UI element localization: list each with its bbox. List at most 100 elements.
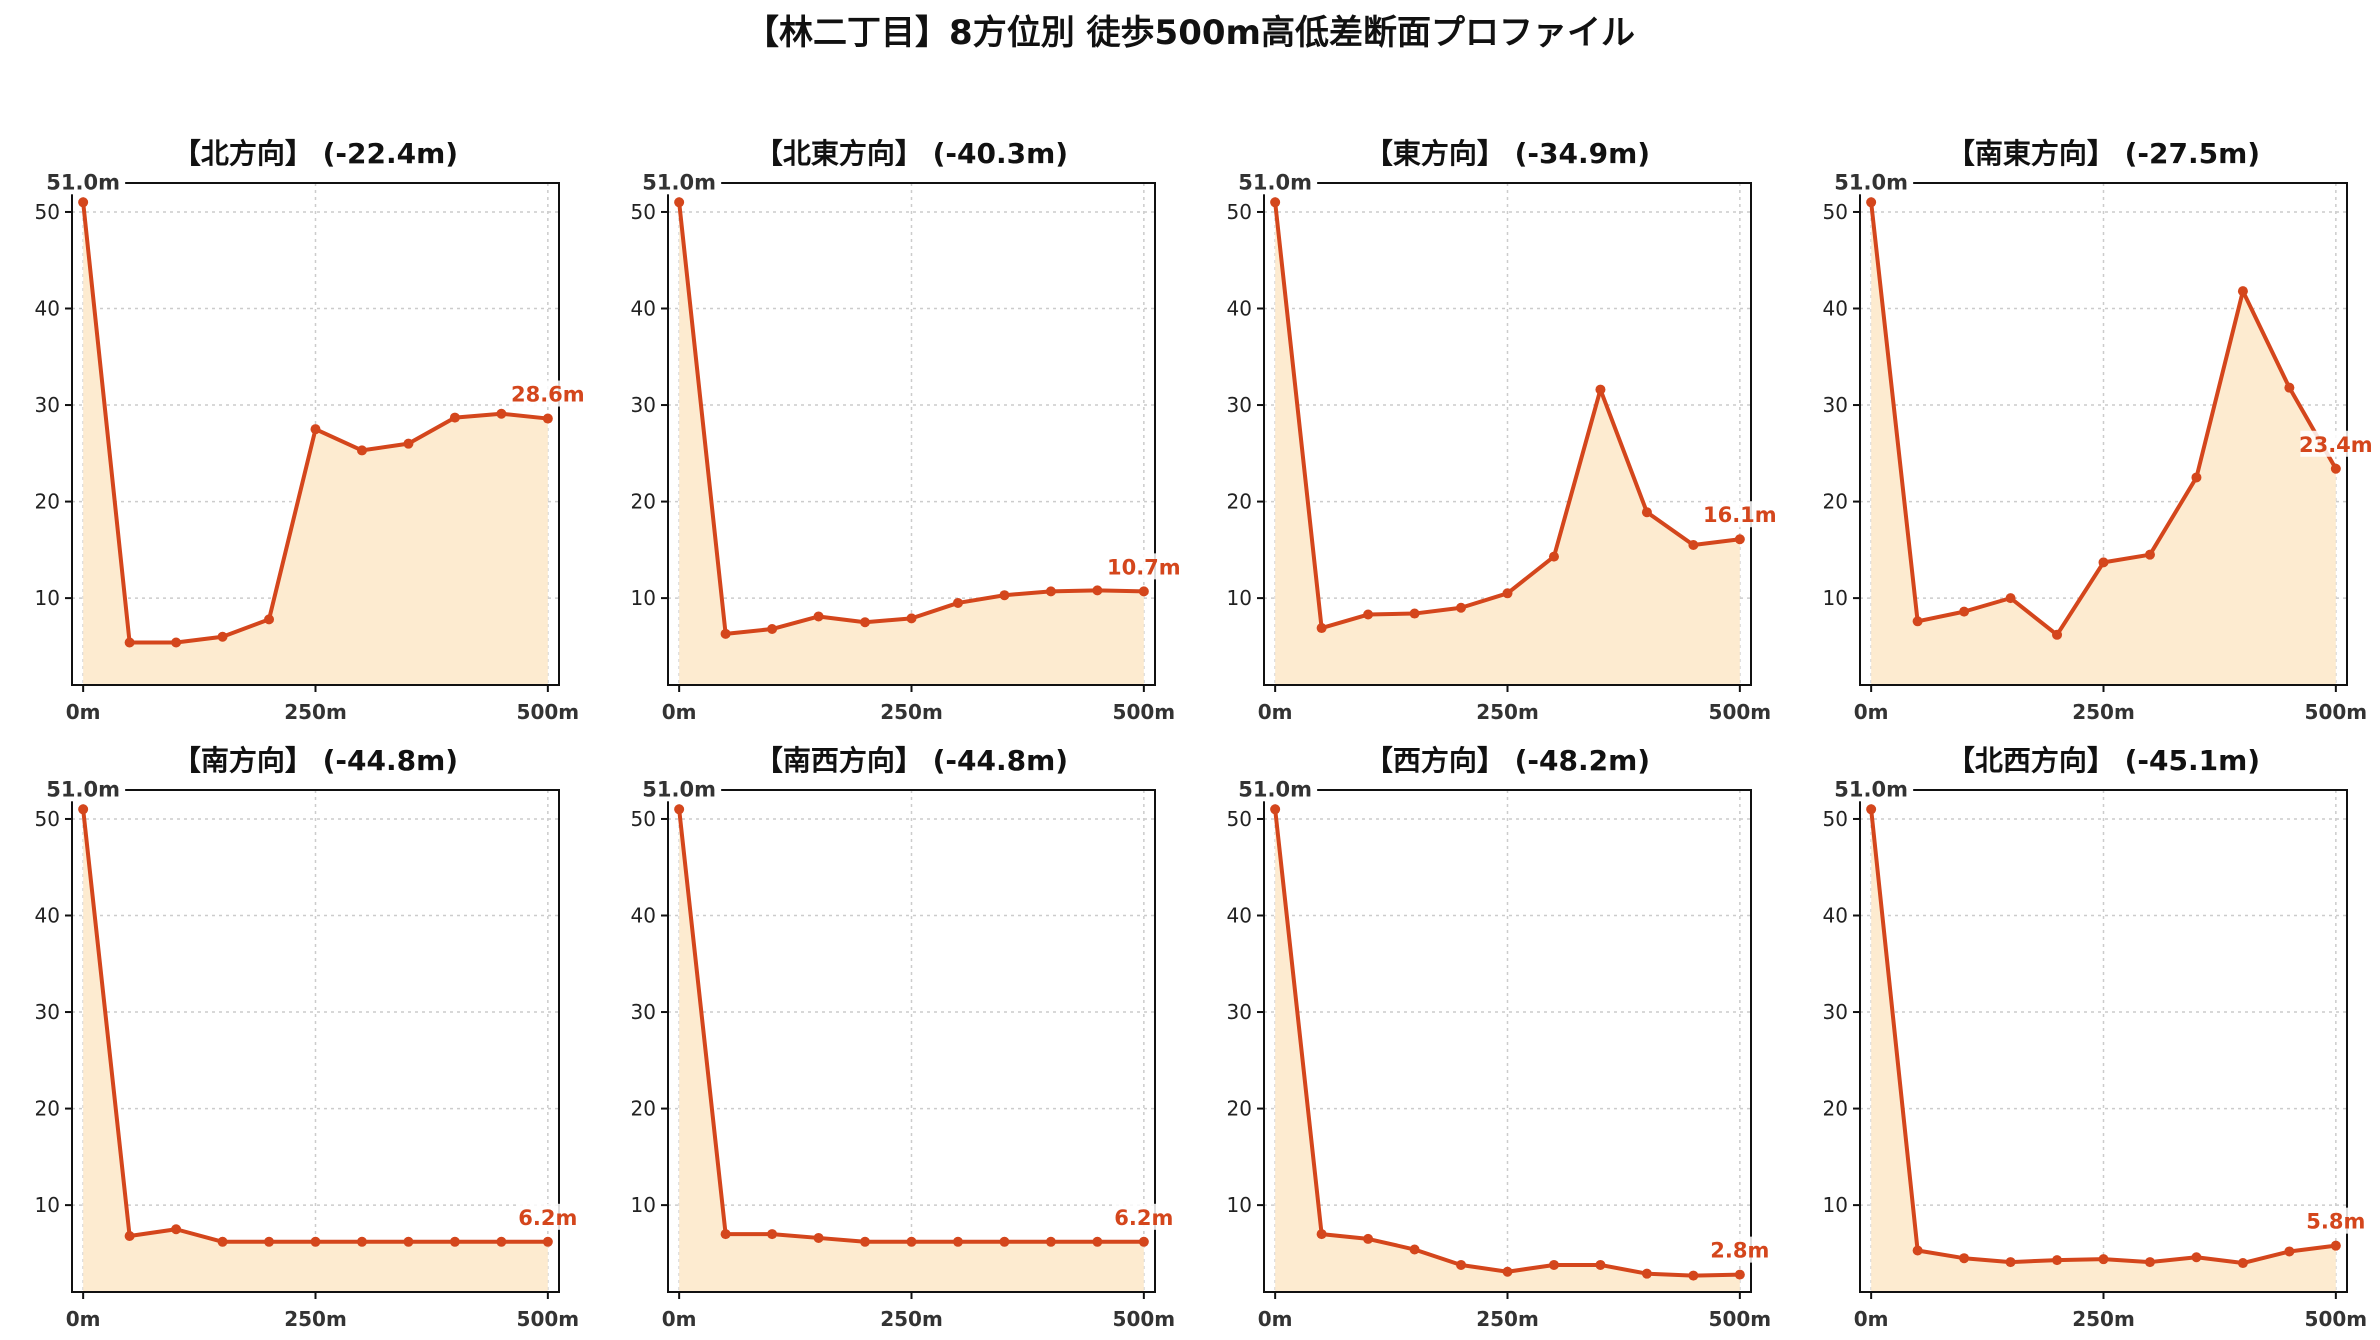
data-point	[2098, 1254, 2109, 1265]
data-point	[813, 1232, 824, 1243]
y-tick-label: 10	[631, 1193, 656, 1217]
y-tick-label: 20	[631, 490, 656, 514]
data-point	[2052, 629, 2063, 640]
y-tick-label: 10	[1227, 1193, 1252, 1217]
end-label: 28.6m	[511, 383, 585, 407]
data-point	[449, 412, 460, 423]
data-point	[217, 1236, 228, 1247]
start-label: 51.0m	[1834, 777, 1908, 801]
data-point	[999, 1236, 1010, 1247]
data-point	[496, 1236, 507, 1247]
y-tick-label: 50	[631, 200, 656, 224]
data-point	[496, 408, 507, 419]
y-tick-label: 30	[631, 1000, 656, 1024]
data-point	[1316, 623, 1327, 634]
y-tick-label: 10	[35, 586, 60, 610]
end-label-background	[1710, 1236, 1769, 1263]
y-tick-label: 20	[35, 1097, 60, 1121]
data-point	[720, 628, 731, 639]
data-point	[767, 624, 778, 635]
data-point	[1734, 1269, 1745, 1280]
data-point	[1456, 602, 1467, 613]
y-tick-label: 50	[1823, 807, 1848, 831]
y-tick-label: 30	[1227, 1000, 1252, 1024]
data-point	[1548, 551, 1559, 562]
y-tick-label: 20	[35, 490, 60, 514]
data-point	[2052, 1255, 2063, 1266]
x-tick-label: 250m	[2072, 1307, 2135, 1331]
data-point	[1866, 804, 1877, 815]
elevation-area	[83, 202, 548, 686]
end-label-background	[512, 380, 584, 407]
end-label-background	[518, 1203, 577, 1230]
y-tick-label: 50	[631, 807, 656, 831]
data-point	[1688, 1270, 1699, 1281]
y-tick-label: 50	[35, 200, 60, 224]
data-point	[1502, 1266, 1513, 1277]
data-point	[1045, 586, 1056, 597]
data-point	[1641, 1268, 1652, 1279]
data-point	[1595, 384, 1606, 395]
x-tick-label: 250m	[880, 1307, 943, 1331]
data-point	[217, 631, 228, 642]
end-label-background	[2300, 430, 2372, 457]
data-point	[860, 1236, 871, 1247]
data-point	[124, 637, 135, 648]
elevation-area	[1275, 809, 1740, 1292]
data-point	[2330, 1240, 2341, 1251]
data-point	[1502, 588, 1513, 599]
start-label: 51.0m	[1238, 170, 1312, 194]
elevation-area	[1275, 202, 1740, 686]
panel-title: 【北方向】 (-22.4m)	[173, 137, 458, 170]
data-point	[1138, 586, 1149, 597]
y-tick-label: 10	[1227, 586, 1252, 610]
end-label-background	[1704, 501, 1776, 528]
y-tick-label: 50	[1823, 200, 1848, 224]
y-tick-label: 40	[1227, 904, 1252, 928]
x-tick-label: 0m	[1854, 1307, 1889, 1331]
data-point	[2237, 1258, 2248, 1269]
y-tick-label: 30	[35, 393, 60, 417]
start-label-background	[1829, 775, 1914, 802]
start-label: 51.0m	[1834, 170, 1908, 194]
end-label: 6.2m	[1114, 1206, 1173, 1230]
y-tick-label: 20	[1823, 490, 1848, 514]
x-tick-label: 250m	[1476, 1307, 1539, 1331]
end-label: 2.8m	[1710, 1239, 1769, 1263]
end-label: 6.2m	[518, 1206, 577, 1230]
data-point	[674, 197, 685, 208]
data-point	[2005, 1257, 2016, 1268]
data-point	[1409, 608, 1420, 619]
y-tick-label: 40	[1227, 297, 1252, 321]
data-point	[356, 445, 367, 456]
panel-title: 【北西方向】 (-45.1m)	[1947, 744, 2260, 777]
data-point	[1316, 1229, 1327, 1240]
y-tick-label: 30	[1823, 393, 1848, 417]
end-label: 10.7m	[1107, 555, 1181, 579]
data-point	[403, 1236, 414, 1247]
data-point	[264, 614, 275, 625]
panel-title: 【西方向】 (-48.2m)	[1365, 744, 1650, 777]
start-label-background	[1233, 775, 1318, 802]
panel-title: 【東方向】 (-34.9m)	[1365, 137, 1650, 170]
x-tick-label: 250m	[284, 1307, 347, 1331]
y-tick-label: 10	[35, 1193, 60, 1217]
data-point	[1912, 616, 1923, 627]
x-tick-label: 250m	[284, 700, 347, 724]
data-point	[310, 1236, 321, 1247]
y-tick-label: 40	[35, 297, 60, 321]
start-label-background	[1233, 168, 1318, 195]
start-label: 51.0m	[642, 777, 716, 801]
end-label-background	[1108, 553, 1180, 580]
data-point	[1959, 1253, 1970, 1264]
data-point	[906, 1236, 917, 1247]
data-point	[999, 590, 1010, 601]
x-tick-label: 500m	[1113, 700, 1176, 724]
data-point	[2144, 549, 2155, 560]
